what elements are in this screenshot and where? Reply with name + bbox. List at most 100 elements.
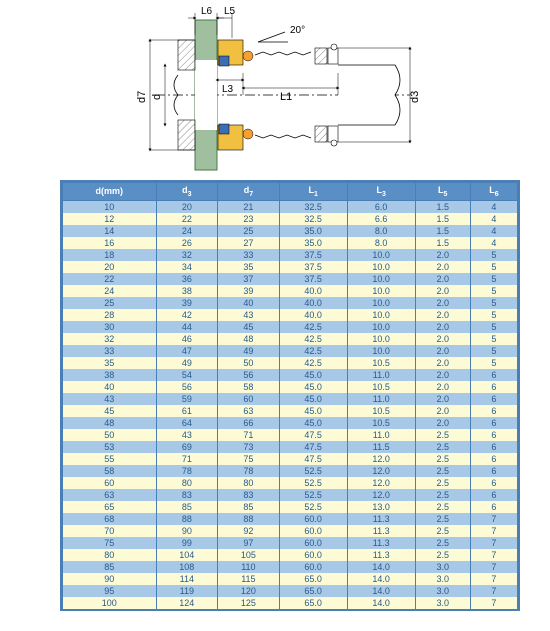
table-cell: 10.0 bbox=[347, 321, 415, 333]
table-cell: 2.0 bbox=[415, 369, 470, 381]
table-cell: 90 bbox=[156, 525, 218, 537]
table-cell: 104 bbox=[156, 549, 218, 561]
label-d: d bbox=[151, 94, 163, 100]
table-cell: 3.0 bbox=[415, 597, 470, 609]
table-cell: 45.0 bbox=[279, 381, 347, 393]
table-row: 50437147.511.02.56 bbox=[63, 429, 518, 441]
table-cell: 11.0 bbox=[347, 369, 415, 381]
table-cell: 12.0 bbox=[347, 477, 415, 489]
table-row: 25394040.010.02.05 bbox=[63, 297, 518, 309]
label-L5: L5 bbox=[224, 6, 236, 17]
table-cell: 6 bbox=[470, 477, 517, 489]
table-cell: 48 bbox=[218, 333, 280, 345]
table-cell: 2.5 bbox=[415, 465, 470, 477]
table-cell: 7 bbox=[470, 549, 517, 561]
table-cell: 26 bbox=[156, 237, 218, 249]
table-cell: 1.5 bbox=[415, 237, 470, 249]
table-cell: 65 bbox=[63, 501, 157, 513]
table-cell: 90 bbox=[63, 573, 157, 585]
table-cell: 42.5 bbox=[279, 321, 347, 333]
table-cell: 60 bbox=[218, 393, 280, 405]
table-cell: 6 bbox=[470, 453, 517, 465]
table-cell: 47 bbox=[156, 345, 218, 357]
table-cell: 68 bbox=[63, 513, 157, 525]
table-cell: 7 bbox=[470, 597, 517, 609]
table-row: 10202132.56.01.54 bbox=[63, 200, 518, 213]
table-cell: 69 bbox=[156, 441, 218, 453]
table-cell: 54 bbox=[156, 369, 218, 381]
table-cell: 2.0 bbox=[415, 261, 470, 273]
table-row: 22363737.510.02.05 bbox=[63, 273, 518, 285]
table-cell: 43 bbox=[156, 429, 218, 441]
table-cell: 40 bbox=[63, 381, 157, 393]
table-cell: 75 bbox=[63, 537, 157, 549]
table-cell: 2.0 bbox=[415, 405, 470, 417]
table-cell: 88 bbox=[218, 513, 280, 525]
table-cell: 3.0 bbox=[415, 585, 470, 597]
table-cell: 80 bbox=[218, 477, 280, 489]
table-row: 53697347.511.52.56 bbox=[63, 441, 518, 453]
table-cell: 52.5 bbox=[279, 489, 347, 501]
table-cell: 28 bbox=[63, 309, 157, 321]
table-cell: 40.0 bbox=[279, 297, 347, 309]
table-row: 70909260.011.32.57 bbox=[63, 525, 518, 537]
table-cell: 7 bbox=[470, 573, 517, 585]
table-cell: 6 bbox=[470, 381, 517, 393]
table-cell: 80 bbox=[156, 477, 218, 489]
table-cell: 12.0 bbox=[347, 453, 415, 465]
table-cell: 5 bbox=[470, 273, 517, 285]
table-cell: 40.0 bbox=[279, 309, 347, 321]
table-cell: 5 bbox=[470, 357, 517, 369]
table-cell: 23 bbox=[218, 213, 280, 225]
table-cell: 60.0 bbox=[279, 525, 347, 537]
table-cell: 7 bbox=[470, 585, 517, 597]
table-cell: 7 bbox=[470, 537, 517, 549]
table-cell: 97 bbox=[218, 537, 280, 549]
table-cell: 124 bbox=[156, 597, 218, 609]
table-row: 40565845.010.52.06 bbox=[63, 381, 518, 393]
table-cell: 24 bbox=[156, 225, 218, 237]
table-cell: 37.5 bbox=[279, 249, 347, 261]
table-cell: 13.0 bbox=[347, 501, 415, 513]
table-cell: 5 bbox=[470, 309, 517, 321]
label-angle: 20° bbox=[290, 25, 305, 36]
table-cell: 6 bbox=[470, 441, 517, 453]
table-cell: 5 bbox=[470, 261, 517, 273]
table-cell: 10.0 bbox=[347, 297, 415, 309]
table-cell: 88 bbox=[156, 513, 218, 525]
table-cell: 25 bbox=[218, 225, 280, 237]
table-cell: 71 bbox=[218, 429, 280, 441]
table-cell: 12.0 bbox=[347, 489, 415, 501]
table-cell: 14.0 bbox=[347, 585, 415, 597]
table-row: 30444542.510.02.05 bbox=[63, 321, 518, 333]
label-L3: L3 bbox=[222, 84, 234, 95]
table-cell: 65.0 bbox=[279, 597, 347, 609]
table-cell: 5 bbox=[470, 345, 517, 357]
table-cell: 60 bbox=[63, 477, 157, 489]
table-cell: 5 bbox=[470, 285, 517, 297]
table-row: 20343537.510.02.05 bbox=[63, 261, 518, 273]
table-cell: 6 bbox=[470, 429, 517, 441]
table-cell: 36 bbox=[156, 273, 218, 285]
table-row: 75999760.011.32.57 bbox=[63, 537, 518, 549]
table-cell: 42 bbox=[156, 309, 218, 321]
table-row: 18323337.510.02.05 bbox=[63, 249, 518, 261]
table-cell: 60.0 bbox=[279, 549, 347, 561]
table-cell: 10.0 bbox=[347, 273, 415, 285]
table-cell: 85 bbox=[63, 561, 157, 573]
table-cell: 35.0 bbox=[279, 237, 347, 249]
table-cell: 11.3 bbox=[347, 549, 415, 561]
table-cell: 3.0 bbox=[415, 573, 470, 585]
table-cell: 105 bbox=[218, 549, 280, 561]
table-cell: 40 bbox=[218, 297, 280, 309]
table-cell: 6 bbox=[470, 501, 517, 513]
table-cell: 34 bbox=[156, 261, 218, 273]
table-row: 35495042.510.52.05 bbox=[63, 357, 518, 369]
table-row: 8010410560.011.32.57 bbox=[63, 549, 518, 561]
table-cell: 11.3 bbox=[347, 513, 415, 525]
table-cell: 10.0 bbox=[347, 345, 415, 357]
table-cell: 32.5 bbox=[279, 213, 347, 225]
table-cell: 110 bbox=[218, 561, 280, 573]
table-cell: 65.0 bbox=[279, 573, 347, 585]
table-row: 9011411565.014.03.07 bbox=[63, 573, 518, 585]
